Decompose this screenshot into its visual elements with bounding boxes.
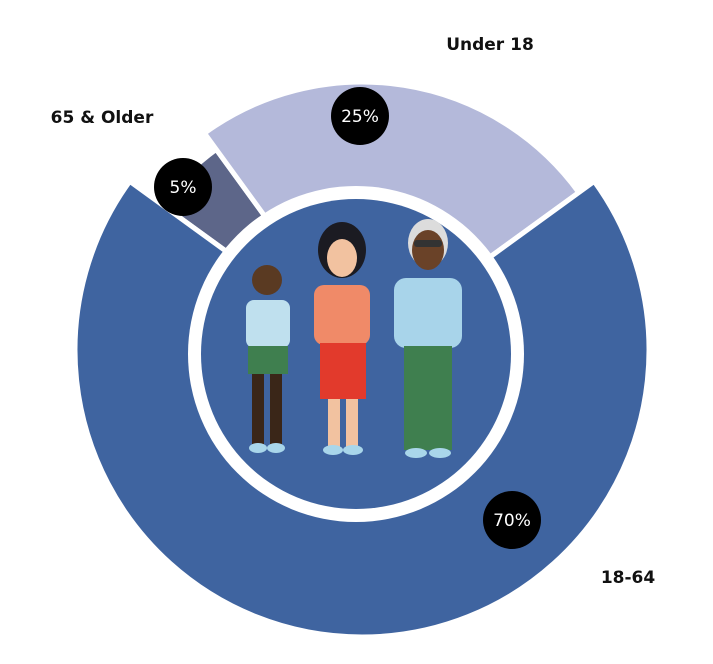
value-badge xyxy=(154,158,212,216)
value-badge xyxy=(483,491,541,549)
people-illustration xyxy=(246,219,462,458)
value-label: 25% xyxy=(341,107,379,127)
category-label: 18-64 xyxy=(601,568,656,588)
category-label: 65 & Older xyxy=(51,108,154,128)
value-label: 5% xyxy=(170,178,197,198)
value-badge xyxy=(331,87,389,145)
category-label: Under 18 xyxy=(446,35,534,55)
value-label: 70% xyxy=(493,511,531,531)
